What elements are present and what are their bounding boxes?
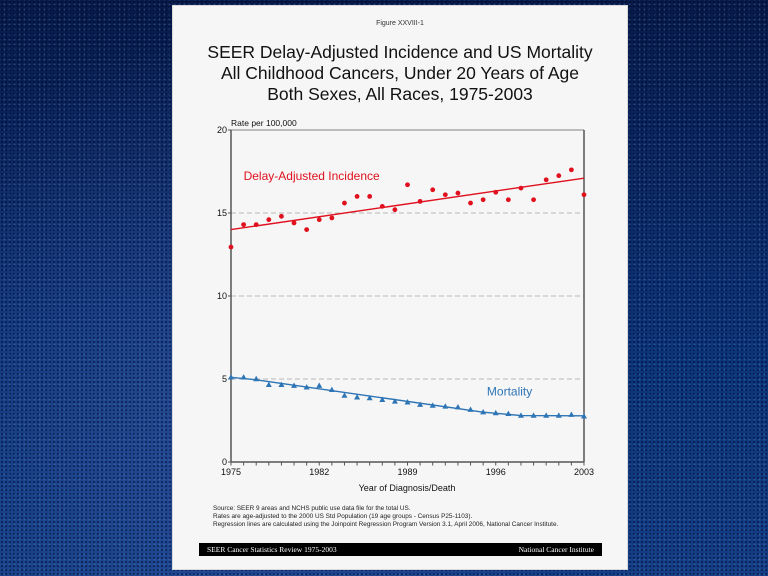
data-point-mortality-1996 <box>492 409 499 416</box>
data-point-mortality-1987 <box>379 396 386 402</box>
y-tick-label-15: 15 <box>217 208 227 218</box>
data-point-delay-adjusted-incidence-1999 <box>531 197 536 203</box>
source-notes: Source: SEER 9 areas and NCHS public use… <box>213 505 613 528</box>
chart-title: SEER Delay-Adjusted Incidence and US Mor… <box>173 42 627 105</box>
data-point-delay-adjusted-incidence-1988 <box>392 207 398 213</box>
data-point-delay-adjusted-incidence-1995 <box>480 197 486 203</box>
data-point-delay-adjusted-incidence-1996 <box>493 189 499 195</box>
data-point-mortality-1991 <box>429 402 436 408</box>
grid-lines <box>231 212 584 380</box>
data-point-mortality-1981 <box>303 384 310 390</box>
axes: 0 5 10 15 20 1975 1982 1989 1996 2003 <box>217 125 594 477</box>
note-age-adjust: Rates are age-adjusted to the 2000 US St… <box>213 512 473 520</box>
y-tick-label-0: 0 <box>222 457 227 467</box>
x-tick-label-1996: 1996 <box>486 467 506 477</box>
data-point-mortality-1985 <box>354 394 361 400</box>
regression-line-delay-adjusted-incidence <box>230 177 585 231</box>
y-tick-label-10: 10 <box>217 291 227 301</box>
x-tick-label-2003: 2003 <box>574 467 594 477</box>
data-point-mortality-1979 <box>278 381 285 388</box>
data-point-delay-adjusted-incidence-1979 <box>279 213 284 219</box>
data-point-mortality-1983 <box>328 386 335 392</box>
data-point-delay-adjusted-incidence-1992 <box>442 192 448 198</box>
series-label-mortality: Mortality <box>487 385 532 399</box>
data-point-delay-adjusted-incidence-1987 <box>379 203 385 209</box>
data-point-mortality-1995 <box>480 409 487 415</box>
data-point-mortality-2000 <box>543 412 550 418</box>
data-point-delay-adjusted-incidence-1981 <box>304 227 310 233</box>
x-tick-label-1982: 1982 <box>309 467 329 477</box>
data-point-delay-adjusted-incidence-1984 <box>342 200 347 206</box>
data-point-delay-adjusted-incidence-1985 <box>354 194 360 199</box>
data-point-delay-adjusted-incidence-2001 <box>556 173 562 179</box>
data-point-mortality-1993 <box>454 404 461 410</box>
data-point-mortality-1977 <box>253 375 260 382</box>
data-point-delay-adjusted-incidence-1997 <box>505 197 511 203</box>
y-tick-label-20: 20 <box>217 125 227 135</box>
data-point-mortality-1998 <box>517 412 524 418</box>
data-point-mortality-1997 <box>505 410 512 417</box>
x-tick-label-1975: 1975 <box>221 467 241 477</box>
footer-left: SEER Cancer Statistics Review 1975-2003 <box>207 545 337 554</box>
data-point-mortality-1989 <box>404 399 411 405</box>
data-point-delay-adjusted-incidence-1982 <box>316 217 322 223</box>
data-point-delay-adjusted-incidence-1983 <box>329 215 335 221</box>
data-point-delay-adjusted-incidence-2002 <box>568 167 574 173</box>
data-point-mortality-1982 <box>316 382 323 388</box>
data-point-delay-adjusted-incidence-1975 <box>228 244 234 250</box>
data-point-delay-adjusted-incidence-1991 <box>430 187 436 193</box>
series-delay-adjusted-incidence: Delay-Adjusted Incidence <box>228 167 587 250</box>
x-axis-label: Year of Diagnosis/Death <box>359 483 456 493</box>
data-point-mortality-1986 <box>366 394 373 401</box>
note-source: Source: SEER 9 areas and NCHS public use… <box>213 505 411 512</box>
footer-bar: SEER Cancer Statistics Review 1975-2003 … <box>199 543 602 556</box>
footer-right: National Cancer Institute <box>518 545 594 554</box>
title-line-1: SEER Delay-Adjusted Incidence and US Mor… <box>207 42 593 62</box>
data-point-mortality-1999 <box>530 412 537 418</box>
x-tick-label-1989: 1989 <box>397 467 417 477</box>
data-point-delay-adjusted-incidence-1977 <box>253 222 259 228</box>
data-point-mortality-1984 <box>341 392 348 398</box>
chart-plot: Rate per 100,000 Year of Diagnosis/Death… <box>217 118 594 493</box>
y-tick-label-5: 5 <box>222 374 227 384</box>
data-point-delay-adjusted-incidence-1990 <box>417 198 423 204</box>
data-point-mortality-2003 <box>581 413 587 419</box>
data-point-delay-adjusted-incidence-1994 <box>468 200 473 206</box>
title-line-2: All Childhood Cancers, Under 20 Years of… <box>220 63 579 83</box>
data-point-delay-adjusted-incidence-2000 <box>543 177 549 183</box>
data-point-mortality-1990 <box>417 401 424 407</box>
data-point-mortality-1988 <box>391 398 398 404</box>
data-point-delay-adjusted-incidence-1989 <box>405 182 410 188</box>
data-point-mortality-1975 <box>228 374 234 380</box>
data-point-delay-adjusted-incidence-1976 <box>241 222 247 228</box>
data-point-delay-adjusted-incidence-1986 <box>367 194 373 199</box>
data-point-mortality-1980 <box>291 382 298 388</box>
data-point-mortality-1994 <box>467 406 474 412</box>
data-point-mortality-1976 <box>240 374 247 380</box>
data-point-mortality-1992 <box>442 403 449 409</box>
data-point-mortality-1978 <box>265 381 272 388</box>
data-point-delay-adjusted-incidence-1978 <box>266 217 272 223</box>
series-label-delay-adjusted-incidence: Delay-Adjusted Incidence <box>244 169 380 183</box>
figure-page: Figure XXVIII-1 SEER Delay-Adjusted Inci… <box>173 6 627 569</box>
data-point-mortality-2001 <box>555 412 562 418</box>
y-axis-label: Rate per 100,000 <box>231 118 297 128</box>
data-point-mortality-2002 <box>568 411 575 417</box>
figure-label: Figure XXVIII-1 <box>376 20 424 27</box>
series-mortality: Mortality <box>228 374 587 419</box>
title-line-3: Both Sexes, All Races, 1975-2003 <box>267 84 533 104</box>
data-point-delay-adjusted-incidence-1998 <box>518 185 524 191</box>
series: Delay-Adjusted Incidence Mortality <box>228 167 587 419</box>
data-point-delay-adjusted-incidence-1993 <box>455 190 461 196</box>
data-point-delay-adjusted-incidence-1980 <box>291 220 297 226</box>
data-point-delay-adjusted-incidence-2003 <box>581 192 587 198</box>
note-regression: Regression lines are calculated using th… <box>213 520 559 528</box>
